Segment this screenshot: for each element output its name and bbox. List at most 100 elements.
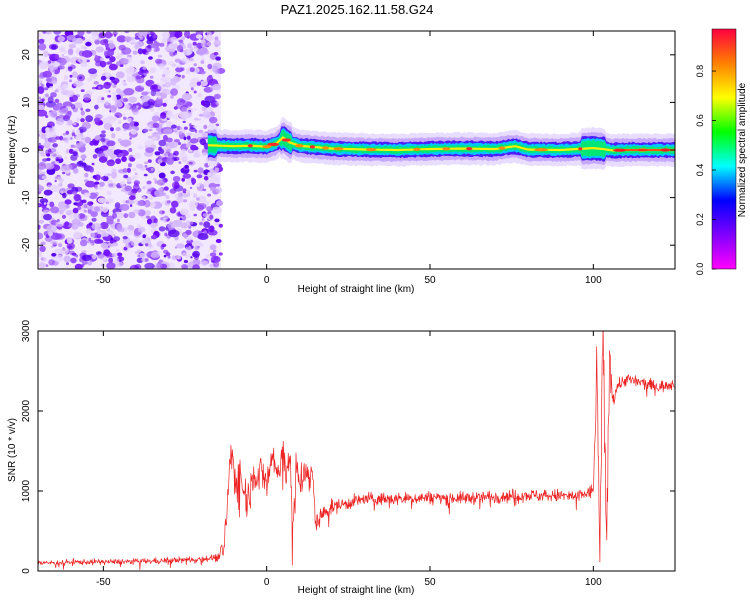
noise-blob xyxy=(43,202,47,205)
noise-blob xyxy=(207,193,212,197)
ridge-hot-spot xyxy=(267,142,280,146)
noise-blob xyxy=(104,173,108,177)
noise-blob xyxy=(163,152,169,157)
noise-blob xyxy=(45,93,49,98)
noise-blob xyxy=(201,106,207,112)
noise-blob xyxy=(105,89,109,94)
noise-blob xyxy=(141,258,146,262)
noise-blob xyxy=(184,31,191,38)
noise-blob xyxy=(121,113,126,117)
noise-blob xyxy=(216,200,223,207)
noise-blob xyxy=(100,243,109,249)
noise-blob xyxy=(66,211,72,216)
noise-blob xyxy=(198,129,204,134)
noise-blob xyxy=(55,118,65,126)
noise-blob xyxy=(115,249,120,253)
noise-blob xyxy=(163,128,173,135)
noise-blob xyxy=(44,163,55,170)
noise-blob xyxy=(73,145,77,148)
noise-blob xyxy=(85,115,93,123)
noise-blob xyxy=(187,43,193,49)
noise-blob xyxy=(68,79,73,83)
noise-blob xyxy=(115,127,121,131)
colorbar-label: Normalized spectral amplitude xyxy=(737,82,748,217)
noise-blob xyxy=(147,31,151,34)
noise-blob xyxy=(62,171,66,175)
noise-blob xyxy=(153,218,158,224)
noise-blob xyxy=(189,127,196,132)
noise-blob xyxy=(72,71,78,78)
figure-title: PAZ1.2025.162.11.58.G24 xyxy=(281,2,434,17)
noise-blob xyxy=(72,167,79,174)
noise-blob xyxy=(169,207,177,214)
noise-blob xyxy=(74,102,83,109)
noise-blob xyxy=(177,64,182,68)
noise-blob xyxy=(110,127,114,132)
noise-blob xyxy=(123,174,129,179)
noise-blob xyxy=(140,166,146,171)
noise-blob xyxy=(129,195,136,201)
noise-blob xyxy=(129,204,133,207)
noise-blob xyxy=(207,63,213,70)
noise-blob xyxy=(69,74,73,78)
noise-blob xyxy=(67,119,73,126)
noise-blob xyxy=(143,173,148,177)
noise-blob xyxy=(199,138,207,146)
noise-blob xyxy=(170,88,179,96)
noise-blob xyxy=(142,196,146,201)
noise-blob xyxy=(109,76,115,81)
noise-blob xyxy=(189,47,194,52)
noise-blob xyxy=(215,178,221,184)
noise-blob xyxy=(71,132,76,137)
noise-blob xyxy=(157,54,163,58)
noise-blob xyxy=(55,221,65,227)
noise-blob xyxy=(132,184,140,192)
noise-blob xyxy=(154,189,164,197)
noise-blob xyxy=(67,183,75,189)
noise-blob xyxy=(112,242,119,247)
noise-blob xyxy=(103,69,107,72)
noise-blob xyxy=(173,129,178,133)
noise-blob xyxy=(145,147,155,154)
noise-blob xyxy=(165,137,173,143)
noise-blob xyxy=(103,122,113,130)
noise-blob xyxy=(42,257,47,262)
noise-blob xyxy=(111,168,117,174)
noise-blob xyxy=(88,237,92,242)
noise-blob xyxy=(85,108,91,113)
colorbar-tick-label: 0.6 xyxy=(695,114,705,127)
noise-blob xyxy=(176,255,181,260)
noise-blob xyxy=(80,118,85,123)
noise-blob xyxy=(154,151,161,156)
noise-blob xyxy=(181,106,187,110)
noise-blob xyxy=(87,201,94,207)
noise-blob xyxy=(113,33,117,37)
noise-blob xyxy=(73,202,78,206)
noise-blob xyxy=(164,99,168,104)
noise-blob xyxy=(178,161,182,164)
noise-blob xyxy=(188,123,192,127)
noise-blob xyxy=(119,139,132,147)
noise-blob xyxy=(124,31,130,34)
noise-blob xyxy=(201,217,205,221)
noise-blob xyxy=(50,92,57,98)
noise-blob xyxy=(106,218,114,225)
noise-blob xyxy=(134,44,140,50)
noise-blob xyxy=(118,153,124,157)
noise-blob xyxy=(58,107,69,114)
noise-blob xyxy=(131,107,139,113)
noise-blob xyxy=(142,234,146,239)
noise-blob xyxy=(41,171,46,175)
noise-blob xyxy=(77,31,85,36)
noise-blob xyxy=(172,219,183,228)
noise-blob xyxy=(41,175,47,180)
snr-y-tick-label: 1000 xyxy=(21,479,32,502)
noise-blob xyxy=(177,45,184,52)
noise-blob xyxy=(148,246,152,250)
noise-blob xyxy=(38,224,41,230)
noise-blob xyxy=(116,218,120,223)
noise-blob xyxy=(156,179,166,186)
noise-blob xyxy=(60,65,65,70)
noise-blob xyxy=(96,233,102,239)
snr-frame xyxy=(37,330,676,572)
